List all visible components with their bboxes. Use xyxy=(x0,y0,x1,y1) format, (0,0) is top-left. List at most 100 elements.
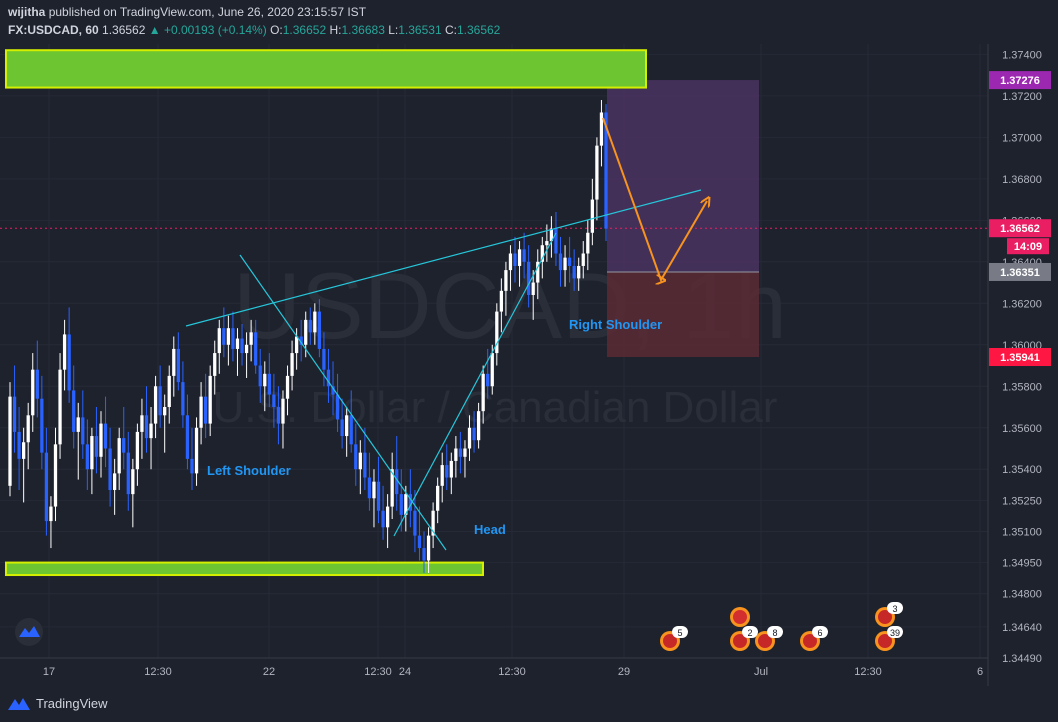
candle xyxy=(558,236,563,287)
candle-body xyxy=(117,438,121,474)
candle xyxy=(522,232,526,279)
candle-body xyxy=(176,348,180,383)
candle xyxy=(176,332,180,391)
price-tick: 1.35800 xyxy=(1002,381,1042,393)
target-price-tag-text: 1.37276 xyxy=(1000,75,1040,87)
candle xyxy=(354,423,358,486)
candle xyxy=(267,353,271,408)
candle xyxy=(572,249,576,291)
event-badge: 39 xyxy=(875,626,903,651)
entry-price-tag-text: 1.36351 xyxy=(1000,267,1040,279)
candle-body xyxy=(381,510,385,528)
candle xyxy=(254,319,258,374)
candle-body xyxy=(404,494,408,515)
candle xyxy=(226,315,231,366)
candle-body xyxy=(213,353,217,376)
candle xyxy=(12,365,17,453)
candle-body xyxy=(317,311,322,349)
candle-body xyxy=(440,465,444,486)
candle xyxy=(258,348,262,403)
event-count-bubble xyxy=(887,626,903,638)
candle xyxy=(22,427,26,503)
candle-body xyxy=(445,465,449,478)
candle-body xyxy=(290,353,294,376)
price-tick: 1.36800 xyxy=(1002,174,1042,186)
candle-body xyxy=(490,353,494,387)
candle xyxy=(426,527,431,573)
candle-body xyxy=(313,311,317,333)
price-tick: 1.37000 xyxy=(1002,132,1042,144)
time-tick: 12:30 xyxy=(498,666,526,678)
tradingview-brand[interactable]: TradingView xyxy=(8,696,108,711)
time-tick: 12:30 xyxy=(854,666,882,678)
candle-body xyxy=(554,228,558,254)
candle xyxy=(62,319,67,391)
plot-area[interactable] xyxy=(0,44,988,658)
candle-body xyxy=(76,417,80,432)
right-shoulder-label[interactable]: Right Shoulder xyxy=(569,317,662,332)
countdown-bg xyxy=(1007,238,1049,255)
candle-body xyxy=(513,253,517,266)
target-price-tag-bg xyxy=(989,71,1051,90)
candle xyxy=(481,365,485,424)
open-label: O: xyxy=(270,23,283,37)
candle xyxy=(340,398,344,449)
candle xyxy=(217,319,221,374)
candle-body xyxy=(495,311,499,354)
candle xyxy=(385,494,390,549)
candle xyxy=(586,220,590,271)
event-count: 8 xyxy=(772,628,777,638)
candle-body xyxy=(304,319,308,345)
candle xyxy=(103,396,108,468)
candle xyxy=(203,373,208,439)
candle-body xyxy=(153,386,158,424)
candle-body xyxy=(208,375,212,424)
candle-body xyxy=(449,460,453,478)
candle xyxy=(213,340,217,395)
candle-body xyxy=(463,448,467,457)
candle-body xyxy=(567,257,572,266)
candle-body xyxy=(181,382,185,416)
head-label[interactable]: Head xyxy=(474,522,506,537)
price-tick: 1.34640 xyxy=(1002,622,1042,634)
candle-body xyxy=(349,415,353,445)
countdown-tag: 14:09 xyxy=(1007,238,1049,255)
candle-body xyxy=(190,458,194,474)
candle xyxy=(208,365,212,437)
price-scale[interactable]: 1.374001.372001.370001.368001.366001.364… xyxy=(1002,49,1042,665)
price-chart[interactable]: USDCAD, 1h U.S. Dollar / Canadian Dollar… xyxy=(0,0,1058,686)
symbol-label[interactable]: FX:USDCAD, 60 xyxy=(8,23,99,37)
candle xyxy=(122,407,126,470)
candle-body xyxy=(399,494,403,515)
candle-body xyxy=(113,473,117,490)
candle xyxy=(90,427,94,495)
candle xyxy=(272,373,276,428)
candle xyxy=(299,319,303,362)
candle-body xyxy=(249,332,253,345)
candle-body xyxy=(563,257,567,271)
event-badge: 6 xyxy=(800,626,828,651)
candle xyxy=(536,249,540,300)
candle xyxy=(31,353,35,432)
publisher-name[interactable]: wijitha xyxy=(8,5,46,19)
position-boxes xyxy=(607,80,759,358)
event-badge: 2 xyxy=(730,626,758,651)
candle xyxy=(126,431,130,511)
candle xyxy=(158,365,162,428)
tv-watermark-logo[interactable] xyxy=(15,618,43,646)
demand-zone xyxy=(5,561,484,577)
event-badges[interactable]: 5 2 8 6 3 39 xyxy=(660,602,903,651)
candle-body xyxy=(372,481,376,499)
left-shoulder-label[interactable]: Left Shoulder xyxy=(207,463,291,478)
time-scale[interactable]: 17 12:30 22 12:30 24 12:30 29 Jul 12:30 6 xyxy=(43,666,983,678)
candle-body xyxy=(62,334,67,370)
candle-body xyxy=(367,477,372,499)
candle-body xyxy=(436,485,440,511)
candle xyxy=(499,278,503,333)
candle xyxy=(595,137,599,221)
candle-body xyxy=(263,373,267,387)
candle xyxy=(85,419,89,490)
candle-body xyxy=(40,398,44,453)
candle-body xyxy=(340,419,344,437)
candle xyxy=(376,456,381,524)
